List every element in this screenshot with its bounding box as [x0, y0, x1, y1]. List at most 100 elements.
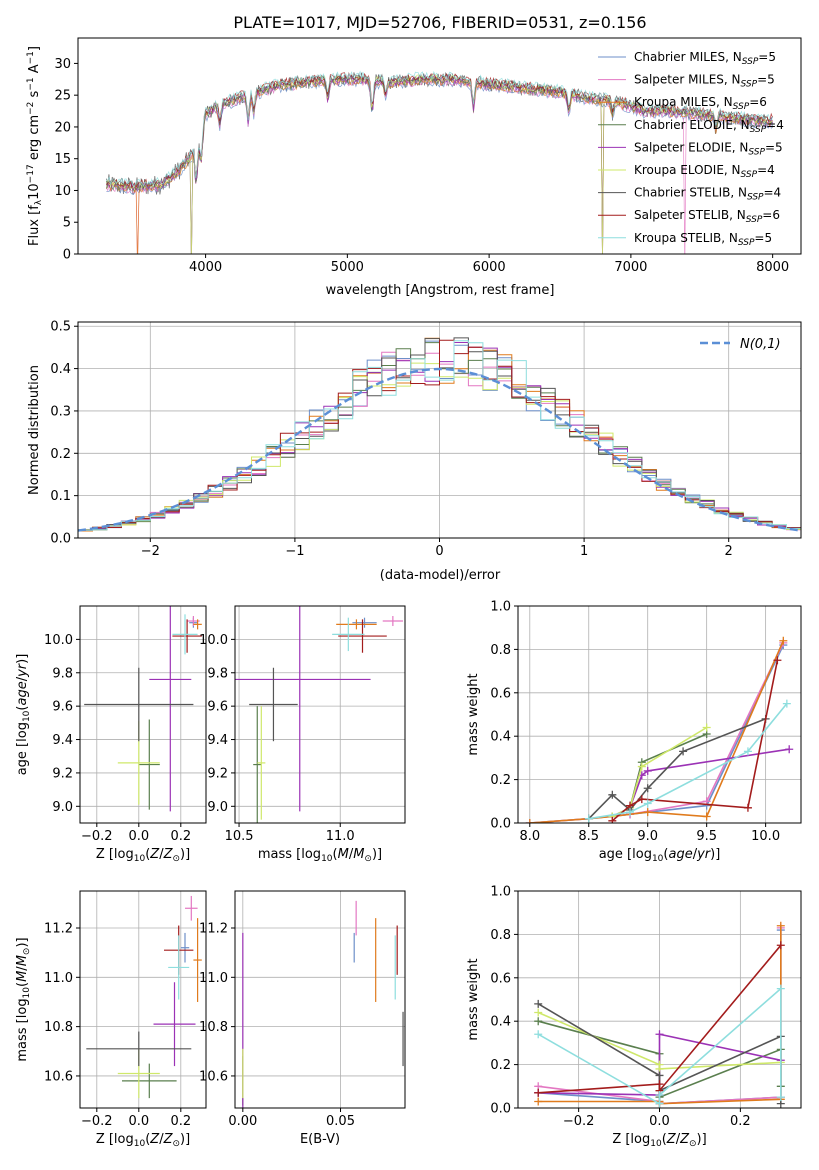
axes-frame [234, 890, 406, 1109]
legend-entry-label: Salpeter STELIB, NSSP=6 [634, 208, 780, 225]
y-tick-label: 10 [54, 184, 71, 199]
axes-mass_vs_Z: −0.2 0.0 0.2 10.6 10.8 11.0 11.2 Z [log10(Z/Z⊙)… [15, 890, 207, 1149]
axis-decorations: −0.2 0.0 0.2 9.0 9.2 9.4 9.6 9.8 10.0 Z [log10(Z/… [15, 605, 207, 864]
x-tick-label: 6000 [473, 260, 506, 275]
y-tick-label: 0.0 [50, 532, 71, 547]
x-axis-label: age [log10(age/yr)] [599, 847, 721, 864]
plot-area [78, 337, 801, 538]
plus-marker [608, 816, 617, 823]
plus-marker [637, 795, 646, 804]
x-tick-label: 10.0 [751, 829, 780, 844]
y-tick-label: 0.5 [50, 320, 71, 335]
x-tick-label: 0.0 [649, 1114, 670, 1129]
plus-marker [534, 999, 543, 1008]
legend-entry-label: Kroupa STELIB, NSSP=5 [634, 231, 772, 248]
x-tick-label: 0.0 [128, 1114, 149, 1129]
y-axis-label: Normed distribution [27, 365, 42, 495]
axes-spectrum: 4000 5000 6000 7000 8000 0 5 10 15 20 25 30 Chabrier… [26, 37, 802, 298]
mass-weight-line [611, 660, 779, 822]
x-tick-label: −0.2 [81, 829, 113, 844]
y-tick-label: 30 [54, 57, 71, 72]
x-axis-label: Z [log10(Z/Z⊙)] [96, 847, 190, 864]
plus-marker [643, 784, 652, 793]
plus-marker [679, 747, 688, 756]
spectrum-legend: Chabrier MILES, NSSP=5 Salpeter MILES, NS… [598, 50, 784, 248]
y-tick-label: 0.2 [50, 447, 71, 462]
y-tick-label: 0.1 [50, 489, 71, 504]
x-tick-label: 4000 [189, 260, 222, 275]
x-tick-label: 8.0 [519, 829, 540, 844]
gaussian-curve [78, 367, 801, 532]
plus-marker [773, 656, 782, 665]
plot-area [235, 606, 403, 823]
axes-frame [79, 890, 207, 1109]
x-axis-label: mass [log10(M/M⊙)] [258, 847, 382, 864]
y-tick-label: 11.2 [199, 921, 228, 936]
y-tick-label: 0.4 [490, 1015, 511, 1030]
y-tick-label: 9.0 [52, 800, 73, 815]
y-axis-label: Flux [fλ10−17 erg cm−2 s−1 A−1] [26, 46, 44, 246]
x-tick-label: 5000 [331, 260, 364, 275]
legend-gaussian-label: N(0,1) [740, 337, 781, 352]
axis-decorations: 8.0 8.5 9.0 9.5 10.0 0.0 0.2 0.4 0.6 0.8 1.0 age [l… [466, 600, 802, 864]
y-tick-label: 1.0 [490, 885, 511, 900]
y-tick-label: 0.8 [490, 928, 511, 943]
y-tick-label: 11.0 [199, 971, 228, 986]
x-tick-label: 9.5 [696, 829, 717, 844]
y-tick-label: 10.0 [199, 633, 228, 648]
y-tick-label: 9.6 [52, 700, 73, 715]
y-tick-label: 15 [54, 152, 71, 167]
y-axis-label: age [log10(age/yr)] [15, 654, 32, 776]
axes-mass_weight_vs_Z: −0.2 0.0 0.2 0.0 0.2 0.4 0.6 0.8 1.0 Z [log10(Z/Z… [466, 885, 802, 1149]
x-tick-label: 0.2 [170, 1114, 191, 1129]
y-tick-label: 0.6 [490, 971, 511, 986]
y-tick-label: 0.0 [490, 817, 511, 832]
histogram-step [78, 340, 801, 538]
plot-area [242, 900, 404, 1108]
legend-entry-label: Chabrier ELODIE, NSSP=4 [634, 118, 784, 135]
x-tick-label: 0.0 [128, 829, 149, 844]
y-axis-label: mass weight [466, 673, 481, 755]
figure-title: PLATE=1017, MJD=52706, FIBERID=0531, z=0… [233, 13, 646, 32]
plus-marker [702, 812, 711, 821]
y-tick-label: 0.3 [50, 404, 71, 419]
axes-residuals: −2 −1 0 1 2 0.0 0.1 0.2 0.3 0.4 0.5 N(0,1) (data-mod… [27, 320, 802, 583]
x-axis-label: Z [log10(Z/Z⊙)] [96, 1132, 190, 1149]
y-tick-label: 11.2 [44, 921, 73, 936]
y-axis-label: mass weight [466, 958, 481, 1040]
plus-marker [534, 1097, 543, 1106]
axes-frame [79, 605, 207, 824]
x-axis-label: Z [log10(Z/Z⊙)] [612, 1132, 706, 1149]
y-tick-label: 9.2 [52, 766, 73, 781]
x-tick-label: −2 [141, 544, 160, 559]
y-tick-label: 9.6 [207, 700, 228, 715]
plus-marker [782, 699, 791, 708]
y-tick-label: 9.8 [207, 666, 228, 681]
y-tick-label: 1.0 [490, 600, 511, 615]
plus-marker [776, 921, 785, 930]
y-tick-label: 0.2 [490, 1058, 511, 1073]
axes-mass_vs_ebv: 0.00 0.05 10.6 10.8 11.0 11.2 E(B-V) [199, 890, 406, 1147]
axes-frame [77, 37, 802, 255]
plus-marker [534, 1017, 543, 1026]
plus-marker [626, 808, 635, 817]
x-axis-label: E(B-V) [300, 1132, 340, 1147]
x-tick-label: 0 [435, 544, 443, 559]
axes-frame [234, 605, 406, 824]
x-tick-label: 11.0 [326, 829, 355, 844]
spectrum-model-line [106, 70, 773, 188]
y-tick-label: 11.0 [44, 971, 73, 986]
plus-marker [525, 819, 534, 823]
x-tick-label: 10.5 [225, 829, 254, 844]
plus-marker [655, 1090, 664, 1099]
x-tick-label: 7000 [614, 260, 647, 275]
y-tick-label: 10.0 [44, 633, 73, 648]
x-tick-label: −1 [285, 544, 304, 559]
y-tick-label: 0.2 [490, 773, 511, 788]
plus-marker [702, 723, 711, 732]
y-tick-label: 0 [63, 248, 71, 263]
plus-marker [743, 747, 752, 756]
plus-marker [655, 1030, 664, 1039]
plus-marker [584, 814, 593, 823]
y-tick-label: 0.4 [490, 730, 511, 745]
